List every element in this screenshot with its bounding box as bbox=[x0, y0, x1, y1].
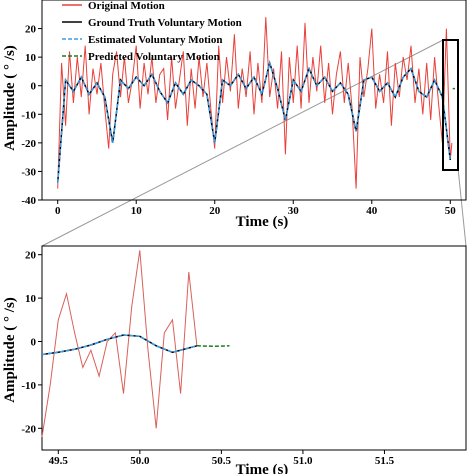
top-x-tick-label: 0 bbox=[55, 205, 61, 217]
legend-label-ground-truth: Ground Truth Voluntary Motion bbox=[88, 17, 242, 29]
legend-label-estimated: Estimated Voluntary Motion bbox=[88, 34, 222, 46]
top-y-tick-label: -10 bbox=[21, 109, 36, 121]
top-y-tick-label: -40 bbox=[21, 195, 36, 207]
bottom-plot-frame bbox=[41, 245, 467, 451]
top-y-tick-label: 0 bbox=[31, 81, 37, 93]
bottom-x-tick-label: 50.0 bbox=[130, 455, 150, 467]
bottom-chart-panel: 49.5 50.0 50.5 51.0 51.5 -20 -10 0 10 20 Time (s)… bbox=[2, 245, 467, 474]
bottom-y-tick-label: 20 bbox=[25, 250, 37, 262]
bottom-y-tick-label: -20 bbox=[21, 423, 36, 435]
bottom-x-tick-label: 50.5 bbox=[212, 455, 232, 467]
bottom-series-line-2 bbox=[41, 334, 198, 356]
bottom-x-tick-label: 51.5 bbox=[375, 455, 395, 467]
top-x-tick-label: 50 bbox=[445, 205, 457, 217]
zoom-connector-right bbox=[457, 167, 467, 247]
top-x-axis-label: Time (s) bbox=[236, 214, 289, 230]
top-series-line-2 bbox=[56, 60, 452, 183]
top-y-axis-label: Amplitude ( ° /s) bbox=[2, 45, 18, 151]
bottom-x-tick-label: 49.5 bbox=[49, 455, 69, 467]
bottom-y-tick-label: 0 bbox=[31, 336, 37, 348]
zoom-connector-left bbox=[41, 39, 444, 247]
bottom-y-tick-label: 10 bbox=[25, 293, 37, 305]
top-x-tick-label: 10 bbox=[131, 205, 143, 217]
top-x-tick-label: 30 bbox=[288, 205, 300, 217]
top-plot-frame bbox=[41, 0, 467, 201]
bottom-y-axis-label: Amplitude ( ° /s) bbox=[2, 297, 18, 403]
top-chart-panel: 0 10 20 30 40 50 -40 -30 -20 -10 0 10 20 Original Mo… bbox=[2, 0, 467, 230]
bottom-x-tick-label: 51.0 bbox=[293, 455, 313, 467]
zoom-region-box bbox=[442, 39, 459, 171]
bottom-series-line-0 bbox=[41, 250, 198, 438]
bottom-y-tick-label: -10 bbox=[21, 380, 36, 392]
top-y-tick-label: 20 bbox=[25, 24, 37, 36]
legend-label-predicted: Predicted Voluntary Motion bbox=[88, 51, 220, 63]
top-series-line-0 bbox=[57, 17, 453, 189]
top-y-tick-label: -30 bbox=[21, 166, 36, 178]
top-y-tick-label: 10 bbox=[25, 52, 37, 64]
bottom-x-axis-label: Time (s) bbox=[236, 462, 289, 474]
top-y-tick-label: -20 bbox=[21, 138, 36, 150]
top-x-tick-label: 20 bbox=[209, 205, 221, 217]
legend-label-original: Original Motion bbox=[88, 0, 165, 12]
legend: Original Motion Ground Truth Voluntary M… bbox=[62, 0, 242, 63]
top-x-tick-label: 40 bbox=[366, 205, 378, 217]
bottom-series-line-3 bbox=[196, 345, 230, 348]
